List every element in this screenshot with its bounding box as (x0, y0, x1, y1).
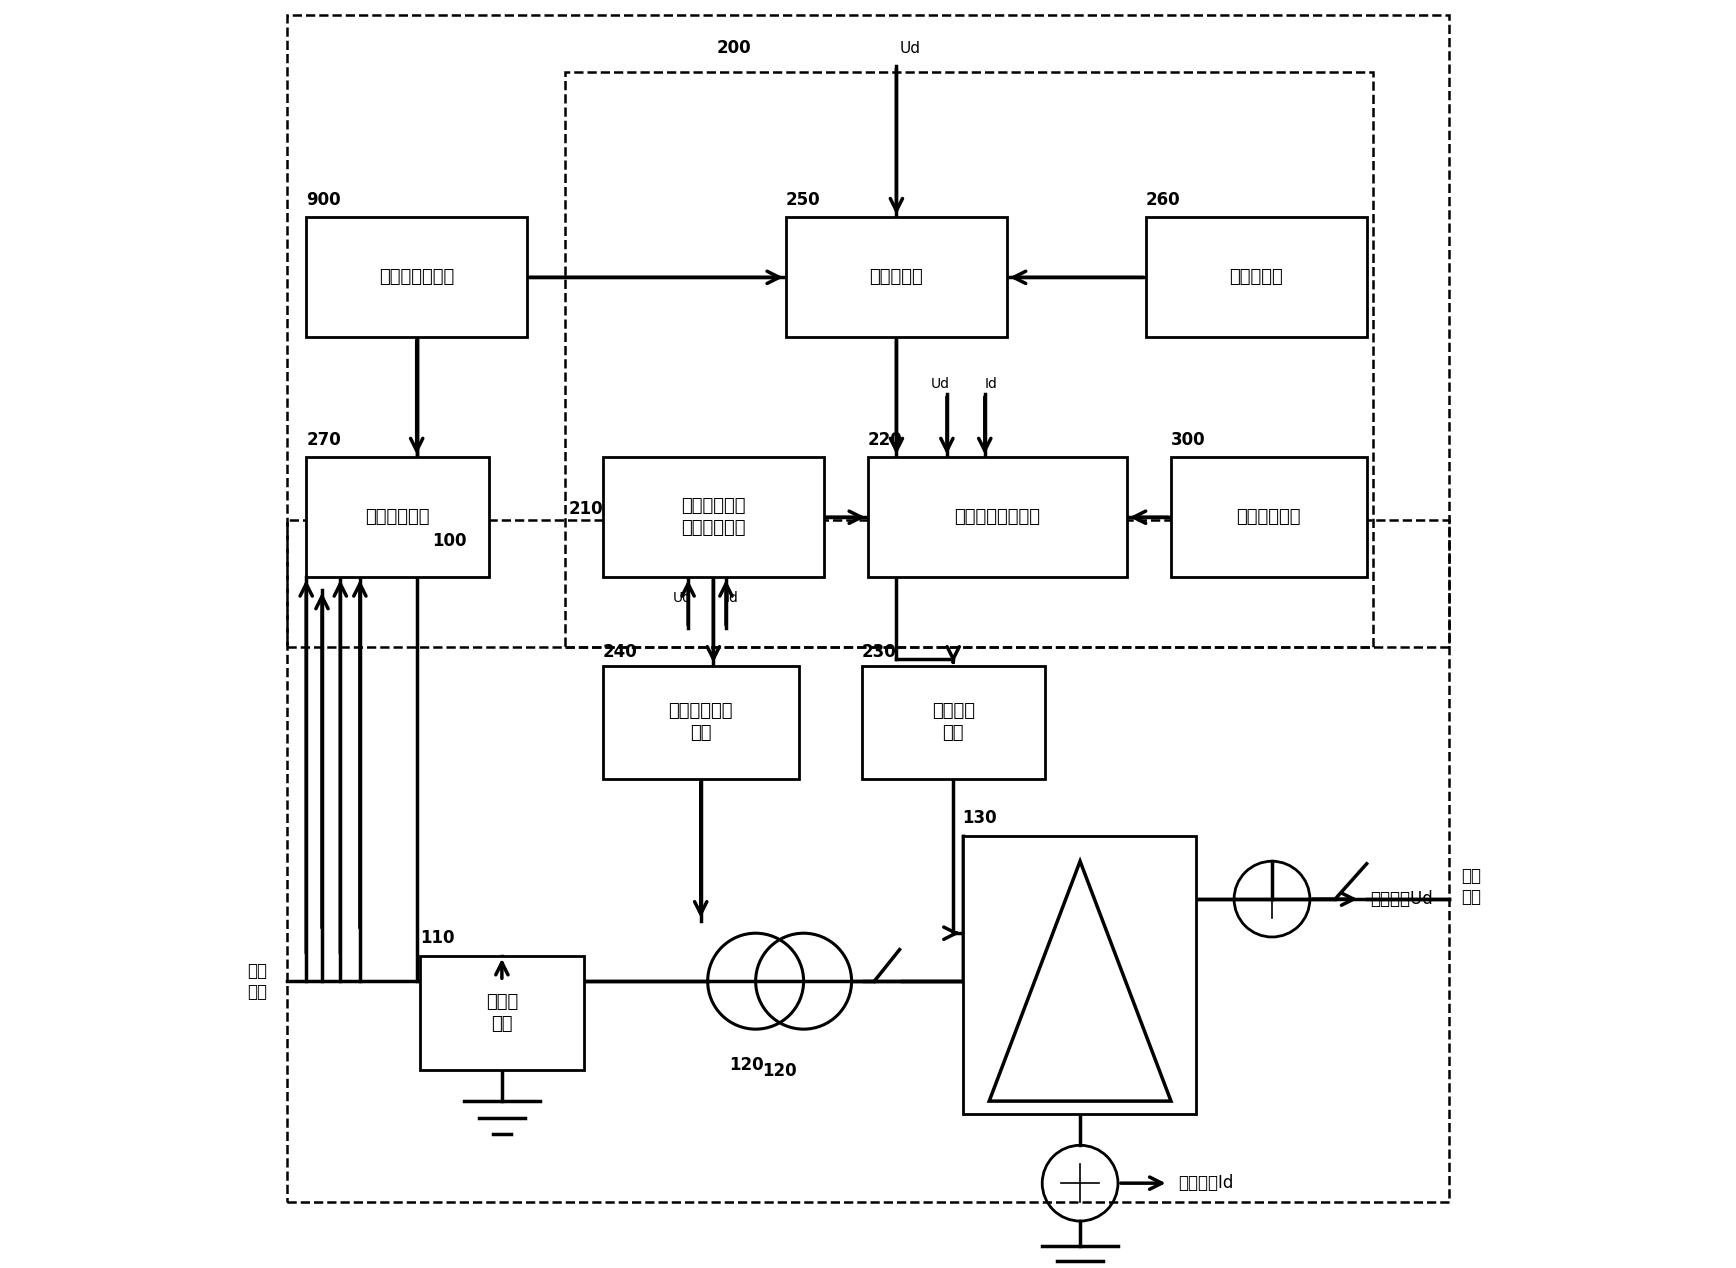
Bar (786, 217, 1007, 337)
Text: 110: 110 (420, 929, 455, 947)
Text: 交流
线路: 交流 线路 (247, 961, 267, 1000)
Text: 250: 250 (786, 190, 821, 209)
Text: 直流电压Ud: 直流电压Ud (1370, 890, 1434, 908)
Bar (963, 836, 1196, 1113)
Bar (564, 72, 1373, 647)
Text: 直流系统保护: 直流系统保护 (1236, 508, 1300, 526)
Bar (306, 217, 528, 337)
Text: 无功功率控制: 无功功率控制 (366, 508, 431, 526)
Bar (602, 666, 799, 779)
Text: 120: 120 (762, 1061, 797, 1080)
Text: Ud: Ud (930, 377, 950, 391)
Bar (602, 458, 825, 577)
Text: 换流变分接头
控制: 换流变分接头 控制 (668, 702, 733, 743)
Text: 角度、电流电
压基准值计算: 角度、电流电 压基准值计算 (681, 497, 745, 538)
Text: Ud: Ud (899, 42, 920, 56)
Bar (1172, 458, 1366, 577)
Text: 交流滤
波器: 交流滤 波器 (486, 993, 517, 1033)
Text: 过负荷控制: 过负荷控制 (1229, 269, 1283, 287)
Text: 210: 210 (569, 500, 604, 519)
Bar (286, 15, 1450, 647)
Bar (420, 956, 583, 1069)
Bar (306, 458, 490, 577)
Text: 120: 120 (729, 1055, 764, 1074)
Text: 极功率控制: 极功率控制 (870, 269, 924, 287)
Text: 触发脉冲
产生: 触发脉冲 产生 (932, 702, 974, 743)
Text: 230: 230 (861, 643, 896, 661)
Bar (868, 458, 1127, 577)
Text: 100: 100 (432, 531, 467, 549)
Text: 220: 220 (868, 431, 903, 449)
Text: 900: 900 (306, 190, 340, 209)
Text: 200: 200 (717, 39, 752, 57)
Text: 130: 130 (963, 809, 996, 827)
Text: 270: 270 (306, 431, 340, 449)
Text: 240: 240 (602, 643, 637, 661)
Text: 直流电流Id: 直流电流Id (1179, 1174, 1234, 1192)
Text: 运行控制工作站: 运行控制工作站 (378, 269, 455, 287)
Text: 300: 300 (1172, 431, 1205, 449)
Bar (1146, 217, 1366, 337)
Text: Ud: Ud (672, 591, 691, 605)
Text: 直流
线路: 直流 线路 (1462, 867, 1481, 905)
Text: 260: 260 (1146, 190, 1180, 209)
Bar (861, 666, 1045, 779)
Text: Id: Id (726, 591, 740, 605)
Text: 换流器触发角控制: 换流器触发角控制 (955, 508, 1040, 526)
Bar (286, 520, 1450, 1202)
Text: Id: Id (984, 377, 998, 391)
